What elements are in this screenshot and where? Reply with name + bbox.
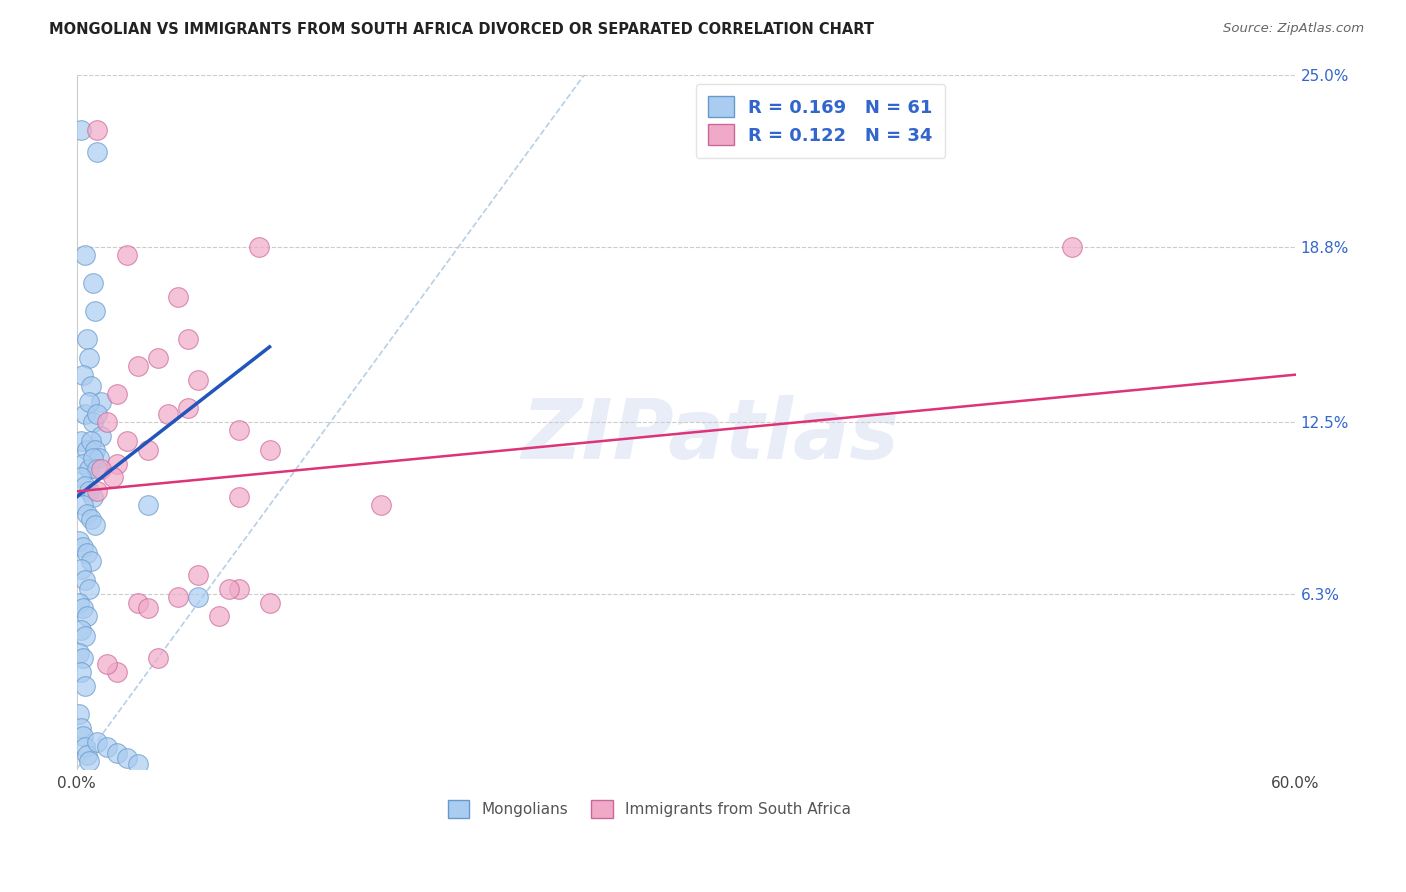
Text: MONGOLIAN VS IMMIGRANTS FROM SOUTH AFRICA DIVORCED OR SEPARATED CORRELATION CHAR: MONGOLIAN VS IMMIGRANTS FROM SOUTH AFRIC…	[49, 22, 875, 37]
Point	[67, 646, 90, 660]
Point	[82, 450, 104, 465]
Point	[117, 751, 139, 765]
Point	[76, 748, 98, 763]
Point	[77, 582, 100, 596]
Point	[73, 574, 96, 588]
Point	[73, 629, 96, 643]
Point	[105, 387, 128, 401]
Point	[167, 290, 190, 304]
Point	[127, 359, 149, 374]
Point	[136, 498, 159, 512]
Point	[73, 740, 96, 755]
Point	[67, 534, 90, 549]
Point	[86, 462, 108, 476]
Point	[77, 754, 100, 768]
Point	[72, 729, 94, 743]
Point	[72, 601, 94, 615]
Point	[69, 434, 91, 449]
Point	[76, 507, 98, 521]
Point	[370, 498, 392, 512]
Point	[80, 434, 103, 449]
Point	[96, 657, 118, 671]
Point	[177, 401, 200, 415]
Text: ZIPatlas: ZIPatlas	[522, 395, 900, 476]
Point	[86, 407, 108, 421]
Point	[1062, 240, 1084, 254]
Point	[228, 582, 250, 596]
Point	[69, 562, 91, 576]
Point	[105, 665, 128, 679]
Point	[86, 734, 108, 748]
Point	[72, 540, 94, 554]
Point	[101, 470, 124, 484]
Point	[82, 415, 104, 429]
Point	[146, 651, 169, 665]
Point	[72, 457, 94, 471]
Point	[80, 554, 103, 568]
Point	[90, 395, 112, 409]
Point	[136, 442, 159, 457]
Point	[228, 490, 250, 504]
Point	[105, 457, 128, 471]
Point	[259, 596, 281, 610]
Point	[187, 373, 209, 387]
Point	[136, 601, 159, 615]
Point	[228, 423, 250, 437]
Point	[127, 756, 149, 771]
Point	[69, 624, 91, 638]
Text: Source: ZipAtlas.com: Source: ZipAtlas.com	[1223, 22, 1364, 36]
Point	[96, 415, 118, 429]
Point	[73, 679, 96, 693]
Point	[82, 276, 104, 290]
Point	[117, 248, 139, 262]
Point	[156, 407, 179, 421]
Point	[77, 351, 100, 365]
Point	[67, 706, 90, 721]
Point	[69, 665, 91, 679]
Point	[76, 442, 98, 457]
Legend: Mongolians, Immigrants from South Africa: Mongolians, Immigrants from South Africa	[441, 795, 858, 824]
Point	[77, 484, 100, 499]
Point	[83, 517, 105, 532]
Point	[187, 590, 209, 604]
Point	[76, 332, 98, 346]
Point	[72, 368, 94, 382]
Point	[86, 484, 108, 499]
Point	[146, 351, 169, 365]
Point	[86, 123, 108, 137]
Point	[249, 240, 271, 254]
Point	[72, 651, 94, 665]
Point	[73, 248, 96, 262]
Point	[105, 746, 128, 760]
Point	[77, 395, 100, 409]
Point	[73, 407, 96, 421]
Point	[90, 429, 112, 443]
Point	[167, 590, 190, 604]
Point	[69, 470, 91, 484]
Point	[208, 609, 231, 624]
Point	[80, 378, 103, 392]
Point	[69, 721, 91, 735]
Point	[82, 490, 104, 504]
Point	[177, 332, 200, 346]
Point	[96, 740, 118, 755]
Point	[218, 582, 240, 596]
Point	[76, 609, 98, 624]
Point	[72, 498, 94, 512]
Point	[90, 462, 112, 476]
Point	[80, 512, 103, 526]
Point	[86, 145, 108, 160]
Point	[83, 442, 105, 457]
Point	[69, 123, 91, 137]
Point	[259, 442, 281, 457]
Point	[67, 596, 90, 610]
Point	[73, 479, 96, 493]
Point	[76, 545, 98, 559]
Point	[187, 567, 209, 582]
Point	[87, 450, 110, 465]
Point	[117, 434, 139, 449]
Point	[77, 462, 100, 476]
Point	[83, 303, 105, 318]
Point	[127, 596, 149, 610]
